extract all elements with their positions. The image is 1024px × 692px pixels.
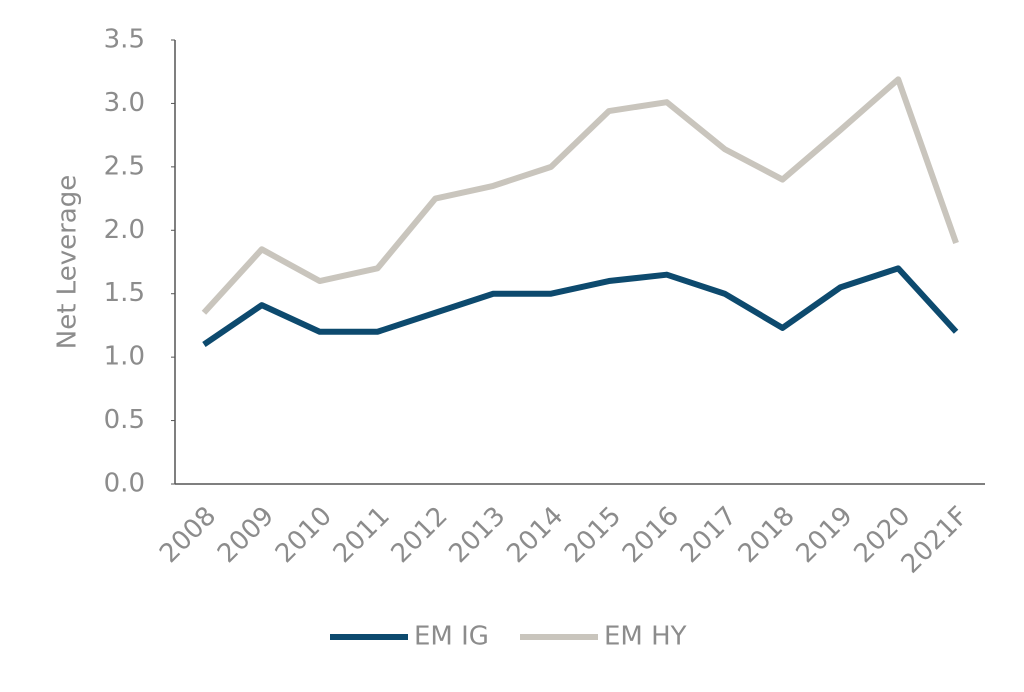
y-tick-label: 1.5	[104, 278, 145, 308]
series-line	[201, 76, 959, 315]
x-tick-label: 2017	[675, 501, 743, 569]
legend-label: EM IG	[414, 622, 489, 652]
x-tick-label: 2016	[617, 501, 685, 569]
y-axis-title: Net Leverage	[53, 175, 83, 349]
x-tick-label: 2012	[386, 501, 454, 569]
y-tick-label: 3.5	[104, 25, 145, 55]
x-tick-label: 2021F	[896, 501, 975, 580]
y-tick-label: 1.0	[104, 342, 145, 372]
y-tick-label: 0.5	[104, 405, 145, 435]
y-tick-label: 2.5	[104, 151, 145, 181]
x-tick-label: 2014	[501, 501, 569, 569]
x-tick-label: 2010	[270, 501, 338, 569]
x-tick-label: 2013	[443, 501, 511, 569]
legend-label: EM HY	[604, 622, 687, 652]
x-tick-label: 2018	[733, 501, 801, 569]
x-tick-label: 2008	[154, 501, 222, 569]
x-tick-label: 2009	[212, 501, 280, 569]
x-tick-label: 2015	[559, 501, 627, 569]
y-tick-label: 3.0	[104, 88, 145, 118]
series-line	[202, 265, 959, 347]
x-tick-label: 2011	[328, 501, 396, 569]
y-tick-label: 2.0	[104, 215, 145, 245]
x-tick-label: 2019	[791, 501, 859, 569]
y-tick-label: 0.0	[104, 469, 145, 499]
